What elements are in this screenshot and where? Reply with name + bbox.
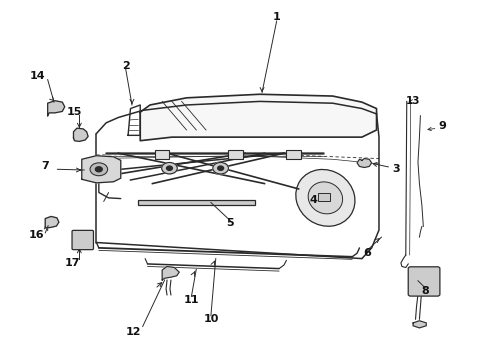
- Ellipse shape: [308, 182, 343, 214]
- Polygon shape: [140, 94, 376, 141]
- FancyBboxPatch shape: [138, 200, 255, 205]
- Text: 16: 16: [28, 230, 44, 240]
- Text: 17: 17: [64, 258, 80, 268]
- Text: 9: 9: [439, 121, 446, 131]
- Text: 8: 8: [421, 286, 429, 296]
- Polygon shape: [82, 156, 121, 183]
- FancyBboxPatch shape: [408, 267, 440, 296]
- Text: 15: 15: [67, 107, 82, 117]
- Text: 3: 3: [392, 164, 400, 174]
- Circle shape: [213, 162, 228, 174]
- Text: 2: 2: [122, 61, 129, 71]
- Text: 4: 4: [309, 195, 317, 204]
- Circle shape: [218, 166, 223, 170]
- Circle shape: [96, 167, 102, 172]
- Circle shape: [167, 166, 172, 170]
- Text: 1: 1: [273, 13, 281, 22]
- Text: 14: 14: [30, 71, 46, 81]
- Polygon shape: [413, 321, 426, 328]
- Circle shape: [90, 163, 108, 176]
- Polygon shape: [74, 128, 88, 141]
- Text: 7: 7: [41, 161, 49, 171]
- Text: 5: 5: [226, 218, 234, 228]
- FancyBboxPatch shape: [228, 150, 243, 158]
- FancyBboxPatch shape: [287, 150, 301, 158]
- Polygon shape: [357, 158, 372, 167]
- Circle shape: [162, 162, 177, 174]
- Text: 6: 6: [363, 248, 371, 258]
- Text: 13: 13: [406, 96, 420, 107]
- Ellipse shape: [296, 170, 355, 226]
- FancyBboxPatch shape: [318, 193, 330, 202]
- Polygon shape: [45, 216, 59, 228]
- FancyBboxPatch shape: [72, 230, 94, 249]
- Text: 11: 11: [184, 295, 199, 305]
- Polygon shape: [48, 101, 65, 116]
- Text: 10: 10: [203, 314, 219, 324]
- Polygon shape: [162, 266, 179, 280]
- FancyBboxPatch shape: [155, 150, 170, 158]
- Text: 12: 12: [125, 327, 141, 337]
